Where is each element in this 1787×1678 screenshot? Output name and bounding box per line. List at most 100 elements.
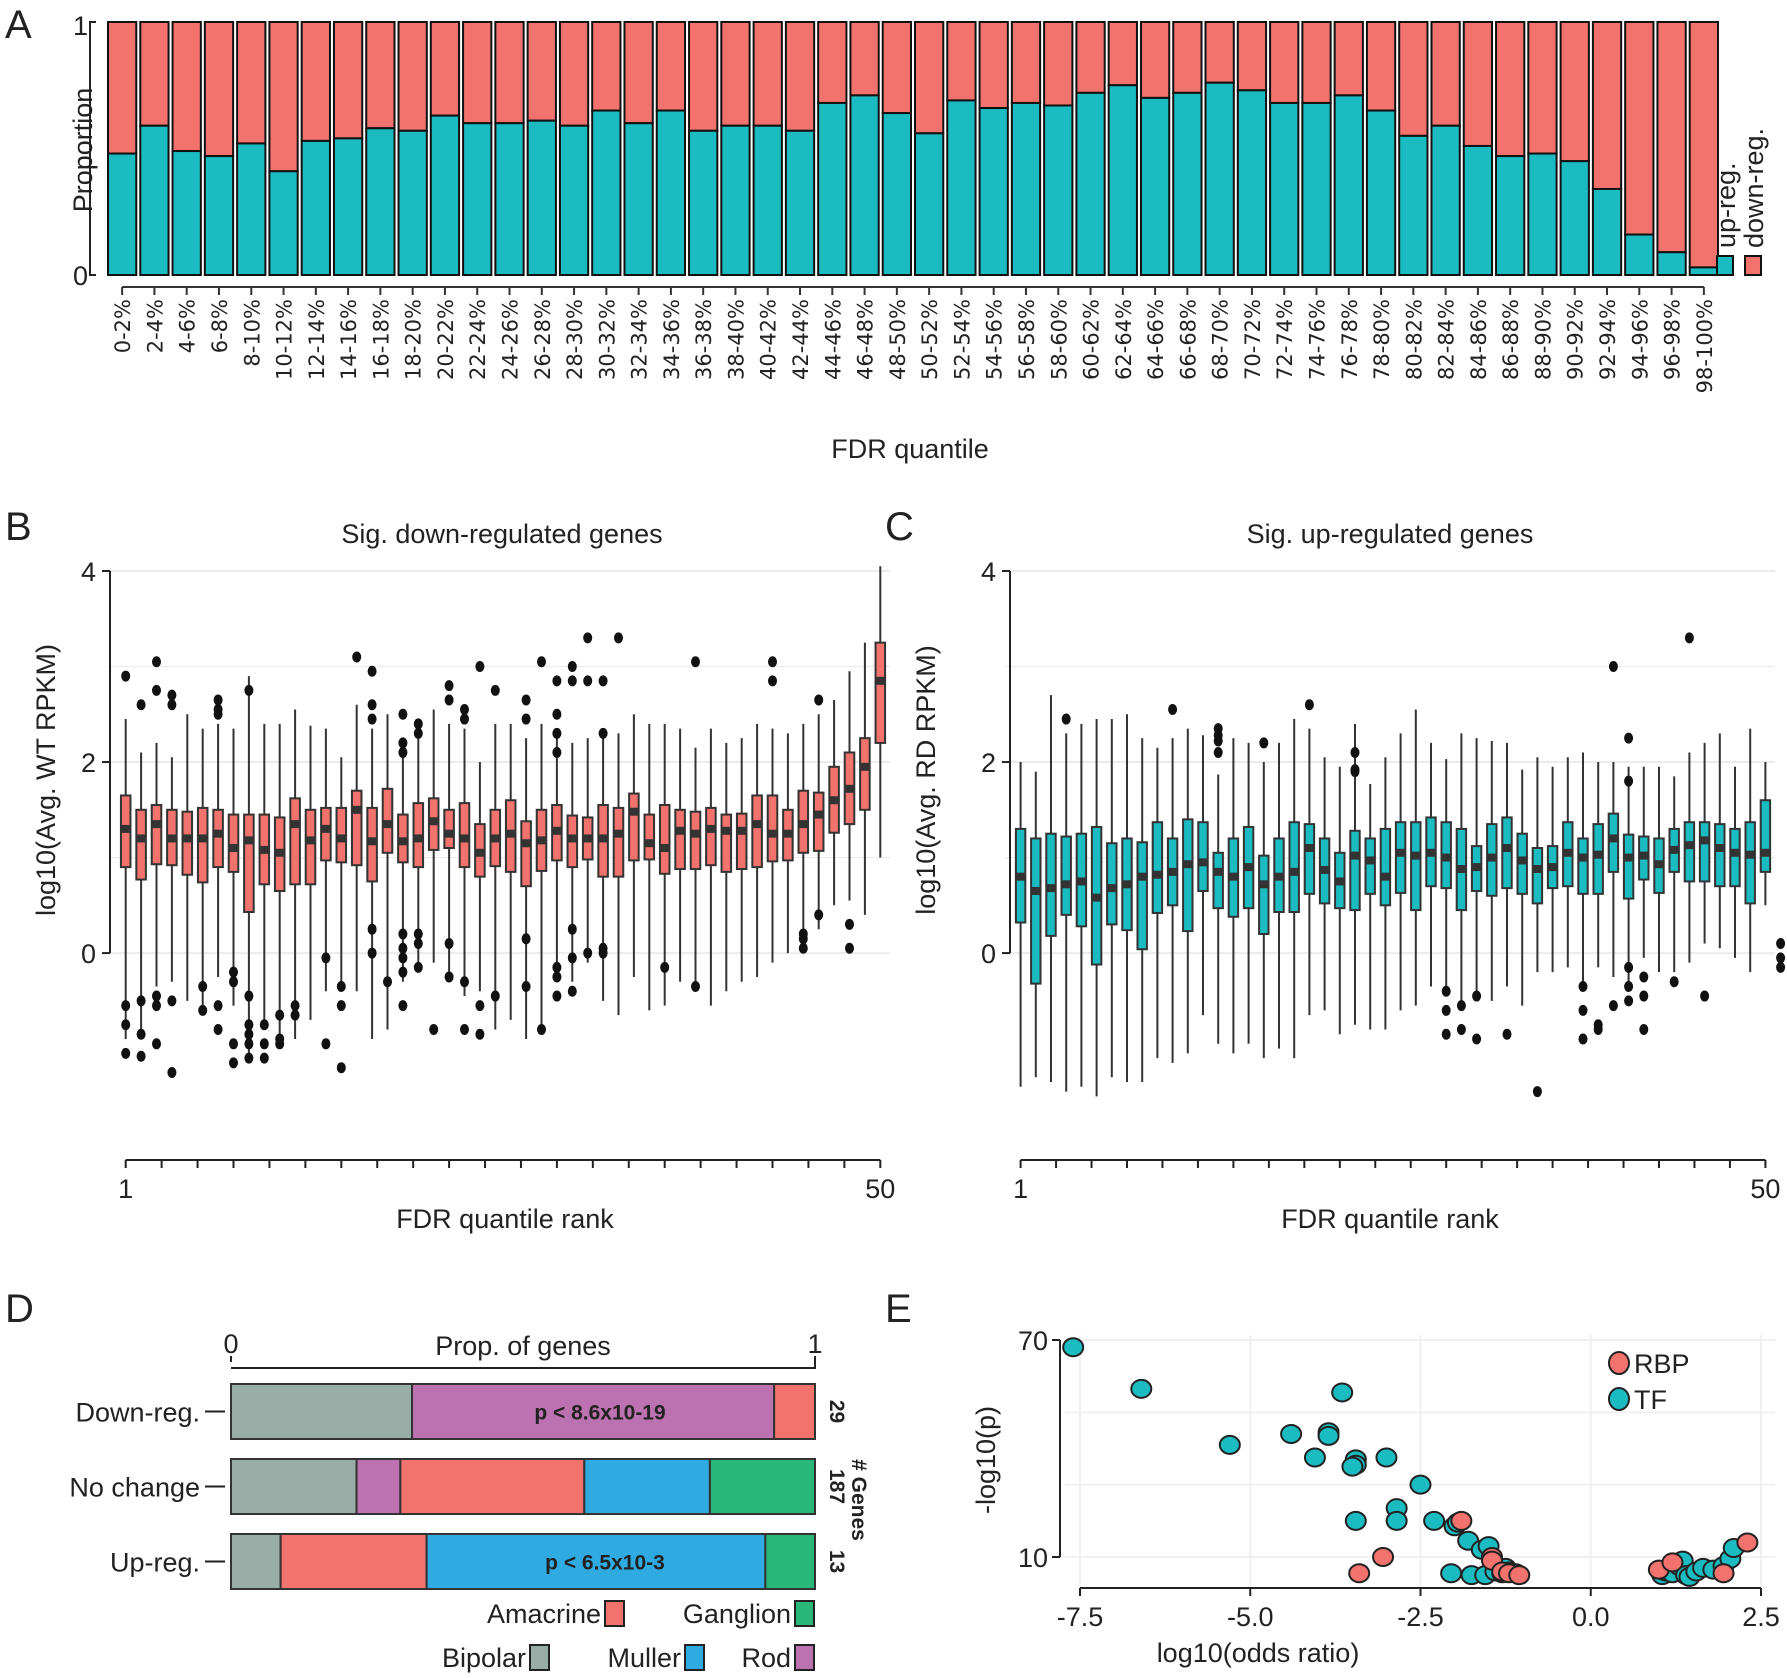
outlier-point [398, 746, 408, 758]
box [720, 813, 733, 873]
panel-a-xtick-label: 14-16% [337, 299, 361, 380]
bar-down-reg [236, 21, 267, 145]
outlier-point [259, 1052, 269, 1064]
bar-up-reg [688, 129, 719, 276]
segment-muller [425, 1533, 767, 1590]
panel-a-legend: up-reg.down-reg. [1711, 128, 1769, 276]
box-median [290, 820, 300, 829]
panel-c-ylabel: log10(Avg. RD RPKM) [911, 645, 941, 915]
outlier-point [845, 942, 854, 954]
bar-down-reg [784, 21, 816, 132]
box-median [659, 844, 670, 852]
panel-a-xtick-label: 70-72% [1241, 299, 1265, 380]
outlier-point [598, 675, 608, 687]
outlier-point [552, 990, 562, 1002]
panel-a-xtick-label: 86-88% [1499, 299, 1523, 380]
y-tick-label: 4 [981, 557, 996, 587]
panel-a-xtick-label: 52-54% [950, 299, 974, 380]
panel-a-xtick-label: 56-58% [1015, 299, 1039, 380]
box-median [1654, 860, 1664, 869]
box-median [382, 820, 393, 829]
panel-a-xtick-label: 16-18% [369, 299, 393, 380]
box [705, 806, 717, 867]
box-median [521, 839, 531, 848]
panel-a-xtick-label: 80-82% [1402, 299, 1426, 380]
outlier-point [213, 708, 223, 720]
outlier-point [1776, 961, 1786, 973]
panel-d-legend: Amacrine Ganglion Bipolar Muller Rod [442, 1599, 815, 1673]
panel-a-xtick-label: 74-76% [1306, 299, 1330, 380]
box-median [644, 839, 655, 848]
box-median [336, 834, 347, 843]
outlier-point [567, 985, 577, 997]
bar-up-reg [849, 94, 880, 277]
outlier-point [413, 718, 423, 730]
bar-up-reg [1430, 124, 1461, 277]
outlier-point [290, 1000, 300, 1012]
outlier-point [383, 976, 392, 988]
panel-a-xtick-label: 48-50% [886, 299, 910, 380]
box-median [875, 676, 886, 685]
y-tick-label: 2 [981, 748, 996, 778]
bar-up-reg [526, 119, 557, 276]
point-rbp [1450, 1510, 1473, 1531]
bar-up-reg [1624, 233, 1655, 277]
outlier-point [136, 1028, 146, 1040]
outlier-point [1624, 981, 1634, 992]
outlier-point [167, 689, 177, 701]
box-median [536, 836, 547, 845]
panel-d-pvalue-annotation: p < 6.5x10-3 [545, 1552, 665, 1575]
point-rbp [1508, 1565, 1531, 1586]
bar-down-reg [688, 21, 719, 132]
outlier-point [1624, 732, 1634, 744]
outlier-point [552, 971, 562, 983]
box-median [167, 834, 177, 843]
outlier-point [598, 947, 608, 959]
outlier-point [352, 651, 362, 663]
box-median [244, 836, 254, 845]
legend-label-up-reg: up-reg. [1711, 162, 1741, 248]
box-median [1289, 867, 1299, 876]
outlier-point [614, 632, 623, 644]
panel-a-xtick-label: 24-26% [499, 299, 523, 380]
panel-label-b: B [5, 505, 32, 549]
box-median [783, 829, 793, 838]
bar-up-reg [1075, 91, 1106, 276]
box [751, 794, 763, 869]
legend-swatch-rod [794, 1644, 815, 1671]
outlier-point [244, 1052, 254, 1064]
bar-down-reg [1107, 21, 1138, 87]
outlier-point [660, 961, 670, 973]
bar-down-reg [623, 21, 654, 125]
y-tick-label: 10 [1018, 1543, 1048, 1573]
outlier-point [768, 656, 777, 668]
panel-a-xtick-label: 90-92% [1564, 299, 1588, 380]
bar-up-reg [655, 109, 687, 276]
point-tf [1218, 1434, 1241, 1455]
box [1258, 854, 1270, 935]
box [1394, 821, 1407, 894]
outlier-point [152, 1000, 161, 1012]
outlier-point [1608, 661, 1618, 673]
outlier-point [321, 952, 331, 964]
panel-a-xtick-label: 60-62% [1080, 299, 1104, 380]
outlier-point [367, 665, 377, 677]
bar-down-reg [1043, 21, 1074, 107]
box [243, 813, 255, 913]
panel-a-stacked-bar-chart: Proportion 1 0 FDR quantile 0-2% 2-4% 4-6%… [68, 11, 1769, 464]
x-tick-label: 0.0 [1572, 1602, 1610, 1632]
outlier-point [413, 961, 423, 973]
outlier-point [460, 704, 469, 715]
outlier-point [398, 966, 408, 978]
bar-up-reg [1398, 134, 1429, 276]
outlier-point [691, 981, 700, 992]
bar-up-reg [1236, 89, 1268, 276]
panel-a-xtick-label: 36-38% [692, 299, 716, 380]
legend-swatch-down-reg [1744, 255, 1762, 276]
box-median [321, 824, 331, 833]
box [150, 804, 163, 866]
segment-ganglion [764, 1533, 816, 1590]
panel-a-xtick-label: 84-86% [1467, 299, 1491, 380]
outlier-point [598, 727, 608, 739]
point-tf [1331, 1382, 1354, 1403]
